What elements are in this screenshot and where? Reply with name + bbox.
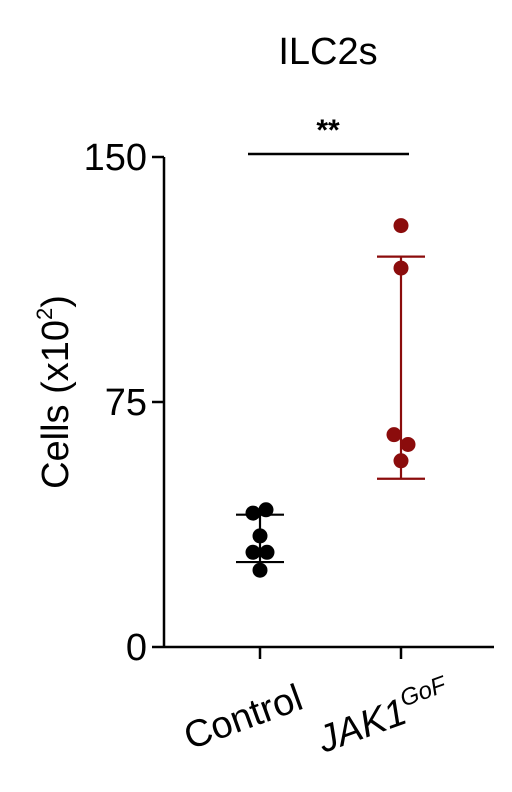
category-label-superscript: GoF [396,671,450,713]
data-point [259,544,275,560]
data-point [393,218,409,234]
y-axis-label: Cells (x102) [32,295,77,489]
y-tick-label: 0 [126,627,147,669]
data-point [245,505,261,521]
y-axis-label-suffix: ) [35,295,77,308]
series-layer [236,218,425,578]
chart-title: ILC2s [278,31,377,73]
data-point [245,544,261,560]
data-point [258,502,274,518]
y-ticks: 0 75 150 [84,137,164,669]
series-group [236,502,284,578]
data-point [393,453,409,469]
category-label: JAK1GoF [310,671,457,762]
data-point [393,260,409,276]
y-axis-label-main: Cells (x10 [35,320,77,489]
data-point [252,562,268,578]
x-ticks [258,647,403,659]
category-label-main: JAK1 [312,691,413,762]
y-tick-label: 150 [84,137,147,179]
significance: ** [248,114,409,156]
category-label: Control [179,677,308,758]
significance-label: ** [316,114,340,147]
data-point [386,427,402,443]
category-label-main: Control [179,677,308,758]
y-axis-label-superscript: 2 [32,308,57,320]
category-labels: Control JAK1GoF [179,671,457,762]
y-tick-label: 75 [105,382,147,424]
series-group [377,218,425,480]
data-point [400,436,416,452]
data-point [252,528,268,544]
